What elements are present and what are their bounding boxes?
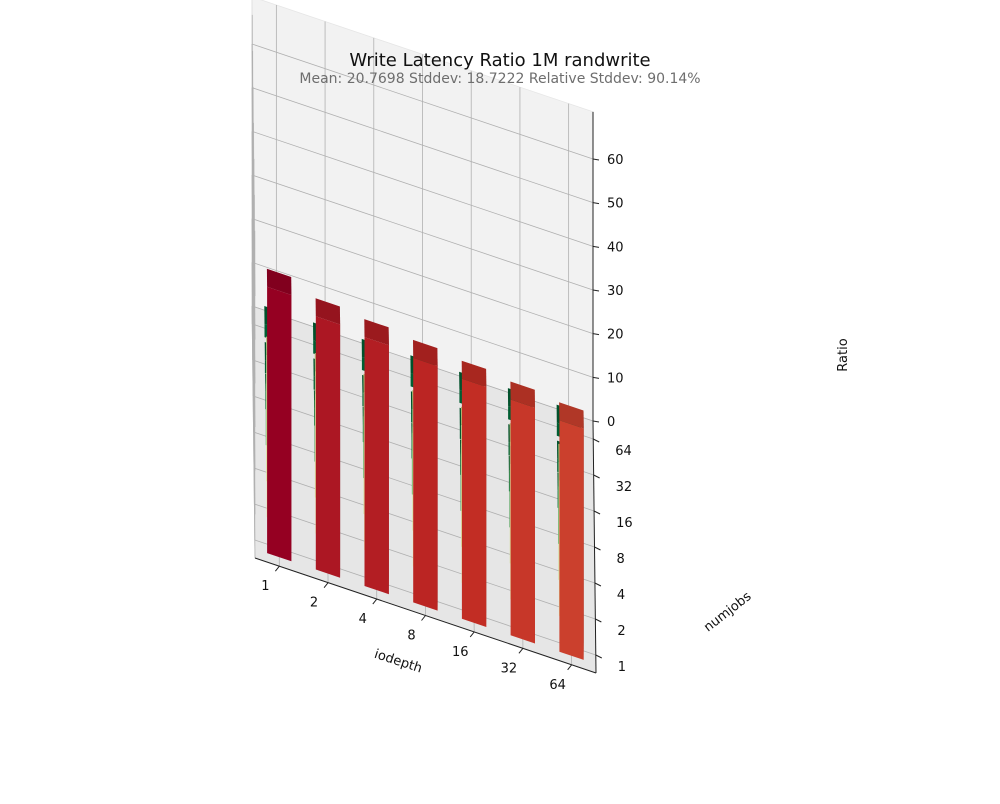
- z-tick: [593, 334, 599, 335]
- z-tick-label: 20: [607, 328, 624, 343]
- x-tick-label: 1: [261, 579, 269, 594]
- y-axis-label: numjobs: [701, 589, 754, 635]
- y-tick-label: 1: [618, 660, 626, 675]
- z-tick: [593, 203, 599, 204]
- x-tick: [275, 566, 279, 571]
- y-tick: [593, 439, 599, 442]
- z-tick-label: 50: [607, 197, 624, 212]
- z-tick-label: 40: [607, 240, 624, 255]
- z-tick: [593, 421, 599, 422]
- bar-front-face: [462, 379, 486, 627]
- bar-front-face: [316, 316, 340, 578]
- y-tick: [595, 547, 601, 550]
- y-tick-label: 32: [616, 480, 633, 495]
- z-tick-label: 30: [607, 284, 624, 299]
- x-axis-label: iodepth: [372, 647, 424, 677]
- y-tick: [595, 619, 601, 622]
- z-tick-label: 60: [607, 153, 624, 168]
- x-tick: [422, 616, 426, 621]
- z-tick: [593, 159, 599, 160]
- bar-iodepth-1-numjobs-1: [267, 269, 292, 562]
- bar-iodepth-4-numjobs-1: [364, 319, 389, 594]
- z-tick: [593, 290, 599, 291]
- z-tick: [593, 377, 599, 378]
- z-tick-label: 0: [607, 415, 615, 430]
- x-tick-label: 32: [501, 661, 518, 676]
- bar-iodepth-16-numjobs-1: [462, 361, 487, 627]
- bar-front-face: [559, 420, 583, 660]
- z-tick: [593, 246, 599, 247]
- bar-iodepth-32-numjobs-1: [510, 382, 535, 644]
- bar-front-face: [267, 287, 291, 562]
- z-axis-label: Ratio: [836, 338, 851, 371]
- y-tick-label: 8: [617, 552, 625, 567]
- bar-front-face: [365, 337, 389, 594]
- bar-iodepth-64-numjobs-1: [559, 402, 584, 660]
- x-tick-label: 8: [407, 629, 415, 644]
- chart-subtitle: Mean: 20.7698 Stddev: 18.7222 Relative S…: [0, 71, 1000, 87]
- y-tick: [596, 655, 602, 658]
- x-tick-label: 16: [452, 645, 469, 660]
- y-tick: [594, 475, 600, 478]
- y-tick-label: 4: [617, 588, 625, 603]
- bar-iodepth-2-numjobs-1: [316, 298, 341, 578]
- x-tick: [568, 665, 572, 670]
- y-tick: [594, 511, 600, 514]
- x-tick: [519, 648, 523, 653]
- x-tick: [373, 599, 377, 604]
- y-tick-label: 64: [615, 444, 632, 459]
- bar-iodepth-8-numjobs-1: [413, 340, 438, 611]
- y-tick-label: 16: [616, 516, 633, 531]
- y-tick-label: 2: [617, 624, 625, 639]
- bar-front-face: [413, 358, 437, 611]
- bar-front-face: [511, 400, 535, 644]
- x-tick: [470, 632, 474, 637]
- x-tick-label: 2: [310, 596, 318, 611]
- x-tick-label: 4: [359, 612, 367, 627]
- x-tick: [324, 583, 328, 588]
- chart-title: Write Latency Ratio 1M randwrite: [0, 50, 1000, 71]
- y-tick: [595, 583, 601, 586]
- z-tick-label: 10: [607, 371, 624, 386]
- x-tick-label: 64: [549, 678, 566, 693]
